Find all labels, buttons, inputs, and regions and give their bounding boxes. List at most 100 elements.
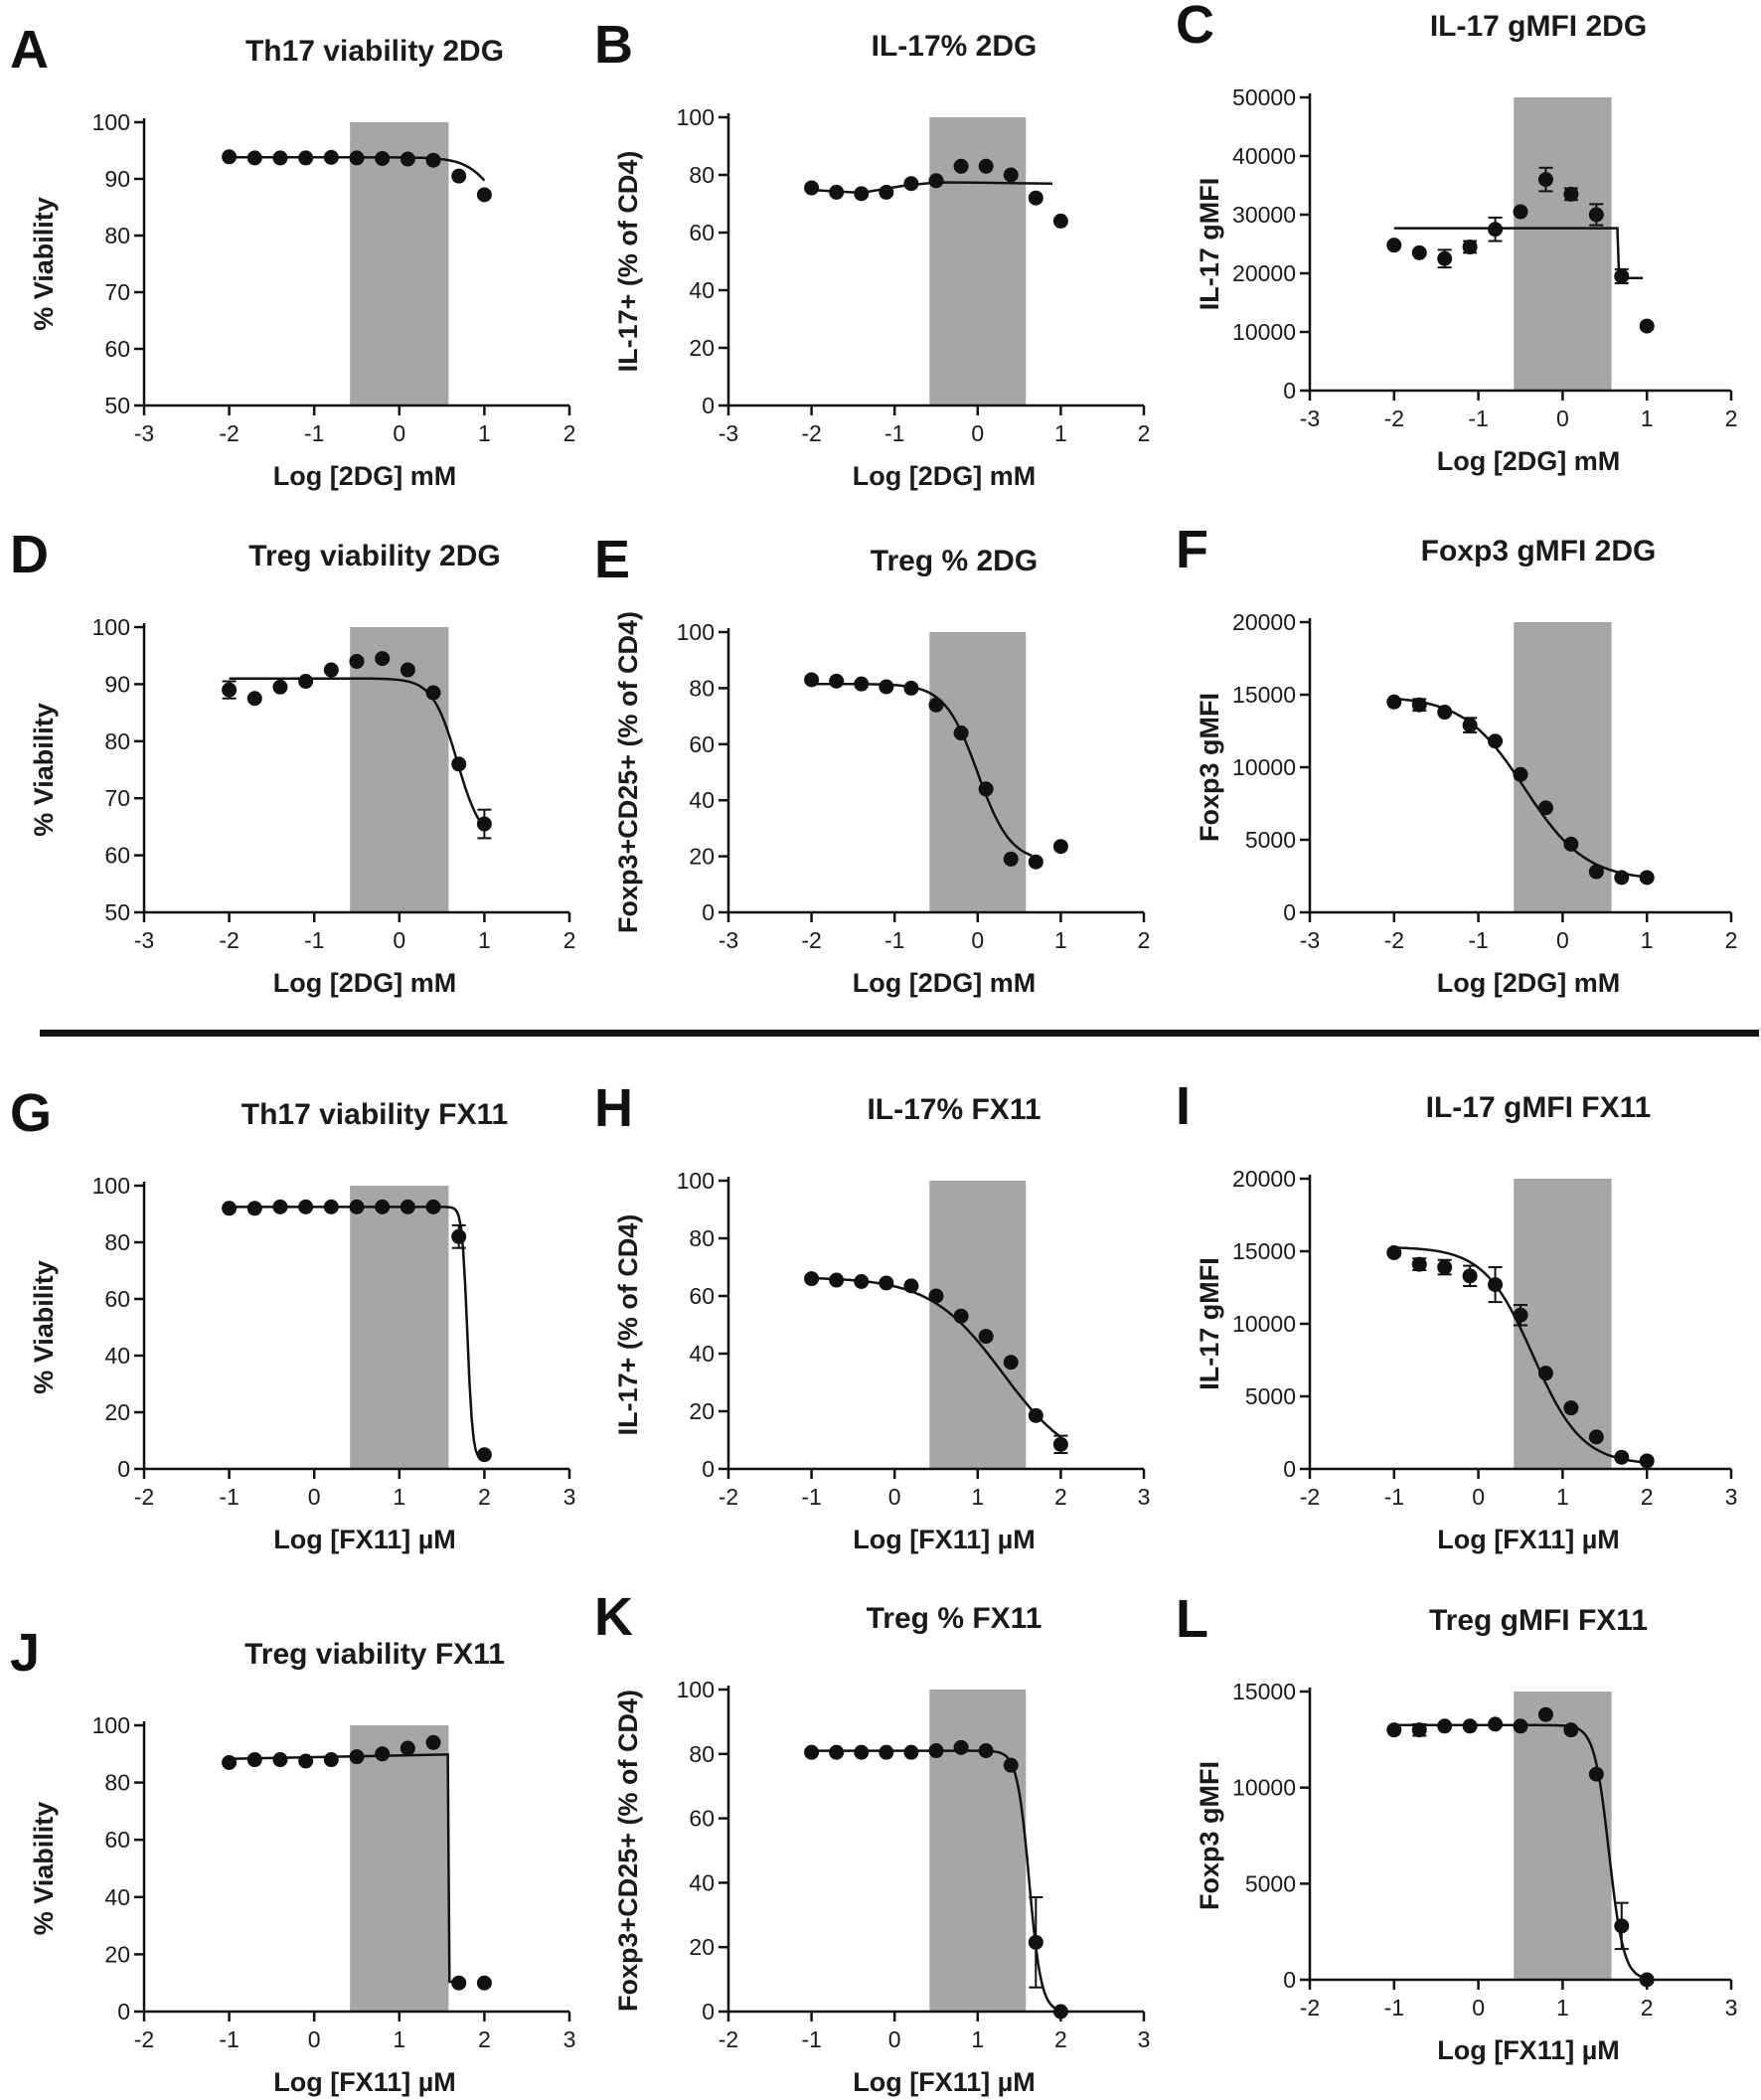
data-point bbox=[928, 697, 944, 713]
y-tick-label: 5000 bbox=[1245, 827, 1296, 853]
y-tick-label: 0 bbox=[1283, 1456, 1296, 1482]
chart-title: IL-17 gMFI FX11 bbox=[1426, 1091, 1652, 1124]
data-point bbox=[1513, 204, 1528, 220]
data-point bbox=[222, 1201, 238, 1216]
x-tick-label: 1 bbox=[1556, 1995, 1569, 2020]
x-axis-label: Log [2DG] mM bbox=[1437, 446, 1620, 476]
panel-c: C IL-17 gMFI 2DG 0 10000 20000 30000 40000 5000… bbox=[1176, 0, 1737, 476]
data-point bbox=[854, 1274, 870, 1289]
data-point bbox=[246, 691, 262, 707]
x-tick-label: 3 bbox=[1725, 1484, 1738, 1510]
data-point bbox=[349, 1199, 365, 1214]
y-tick-label: 0 bbox=[1283, 378, 1296, 404]
data-point bbox=[1003, 851, 1019, 867]
data-point bbox=[1437, 1259, 1453, 1275]
x-tick-label: -2 bbox=[134, 1484, 154, 1510]
y-tick-label: 20 bbox=[689, 844, 715, 870]
x-tick-label: -2 bbox=[1300, 1484, 1320, 1510]
x-tick-label: 0 bbox=[1556, 927, 1569, 953]
data-point bbox=[298, 674, 314, 690]
data-point bbox=[246, 1752, 262, 1768]
x-tick-label: 1 bbox=[1641, 405, 1654, 431]
data-point bbox=[400, 151, 415, 167]
data-point bbox=[349, 653, 365, 669]
data-point bbox=[1437, 705, 1453, 721]
x-tick-label: 2 bbox=[1725, 405, 1738, 431]
y-tick-label: 60 bbox=[104, 1827, 130, 1853]
x-tick-label: 3 bbox=[1138, 1484, 1151, 1510]
panel-letter: G bbox=[10, 1083, 52, 1143]
y-axis-label: % Viability bbox=[29, 1802, 59, 1936]
y-tick-label: 5000 bbox=[1245, 1870, 1296, 1896]
data-point bbox=[1003, 167, 1019, 183]
data-point bbox=[1411, 697, 1427, 713]
data-point bbox=[1028, 190, 1043, 206]
x-tick-label: 1 bbox=[1641, 927, 1654, 953]
data-point bbox=[476, 1447, 492, 1463]
x-tick-label: 1 bbox=[478, 927, 491, 953]
data-point bbox=[1537, 800, 1553, 816]
x-axis-label: Log [2DG] mM bbox=[1437, 968, 1620, 998]
panel-h: H IL-17% FX11 0 20 40 60 80 100 -2 -1 0 1 2 3 Log [FX1… bbox=[594, 1078, 1150, 1554]
data-point bbox=[978, 1329, 994, 1345]
shaded-concentration-window bbox=[350, 627, 449, 912]
panel-letter: L bbox=[1176, 1589, 1208, 1649]
x-tick-label: -3 bbox=[1300, 405, 1320, 431]
y-tick-label: 40 bbox=[689, 787, 715, 813]
x-tick-label: 2 bbox=[563, 927, 576, 953]
data-point bbox=[1411, 1256, 1427, 1272]
data-point bbox=[1437, 1718, 1453, 1734]
data-point bbox=[476, 816, 492, 832]
fit-curve bbox=[811, 682, 1033, 857]
data-point bbox=[829, 1272, 845, 1288]
data-point bbox=[451, 756, 467, 772]
data-point bbox=[928, 173, 944, 189]
data-point bbox=[425, 1199, 441, 1214]
data-point bbox=[1411, 1722, 1427, 1738]
data-point bbox=[425, 1734, 441, 1750]
data-point bbox=[1537, 1706, 1553, 1722]
data-point bbox=[298, 150, 314, 166]
data-point bbox=[1588, 1766, 1604, 1782]
data-point bbox=[1537, 1366, 1553, 1381]
x-tick-label: 0 bbox=[971, 420, 984, 446]
y-tick-label: 80 bbox=[689, 1225, 715, 1251]
data-point bbox=[400, 1740, 415, 1756]
x-tick-label: 1 bbox=[1054, 927, 1067, 953]
x-tick-label: -1 bbox=[304, 420, 324, 446]
data-point bbox=[928, 1743, 944, 1759]
data-point bbox=[1488, 1277, 1504, 1293]
x-tick-label: 2 bbox=[1725, 927, 1738, 953]
y-tick-label: 60 bbox=[104, 843, 130, 869]
panel-letter: K bbox=[594, 1587, 633, 1647]
shaded-concentration-window bbox=[350, 1186, 449, 1469]
y-tick-label: 0 bbox=[702, 393, 715, 418]
y-tick-label: 10000 bbox=[1232, 1311, 1296, 1337]
data-point bbox=[1614, 870, 1630, 886]
y-tick-label: 15000 bbox=[1232, 1679, 1296, 1704]
y-tick-label: 0 bbox=[1283, 1967, 1296, 1993]
data-point bbox=[1003, 1757, 1019, 1773]
data-point bbox=[804, 672, 820, 688]
y-tick-label: 60 bbox=[689, 1806, 715, 1832]
panel-letter: F bbox=[1176, 520, 1208, 579]
x-tick-label: 0 bbox=[971, 927, 984, 953]
data-point bbox=[1028, 1934, 1043, 1950]
y-axis-label: Foxp3+CD25+ (% of CD4) bbox=[613, 611, 643, 933]
y-tick-label: 0 bbox=[702, 899, 715, 925]
x-tick-label: -2 bbox=[1384, 405, 1404, 431]
y-tick-label: 90 bbox=[104, 166, 130, 192]
data-point bbox=[953, 726, 969, 741]
y-axis-label: IL-17+ (% of CD4) bbox=[613, 1214, 643, 1436]
data-point bbox=[272, 679, 288, 695]
y-tick-label: 100 bbox=[677, 104, 715, 130]
shaded-concentration-window bbox=[1514, 97, 1612, 391]
data-point bbox=[375, 150, 391, 166]
data-point bbox=[246, 1201, 262, 1216]
data-point bbox=[1003, 1355, 1019, 1371]
data-point bbox=[1639, 1972, 1655, 1988]
x-tick-label: 0 bbox=[308, 1484, 321, 1510]
shaded-concentration-window bbox=[929, 117, 1027, 405]
data-point bbox=[1639, 318, 1655, 334]
y-tick-label: 40 bbox=[689, 1341, 715, 1367]
